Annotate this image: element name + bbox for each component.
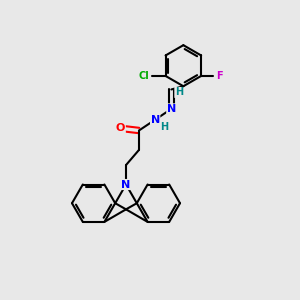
Text: F: F xyxy=(216,71,223,81)
Text: H: H xyxy=(160,122,168,132)
Text: O: O xyxy=(116,123,125,133)
Text: N: N xyxy=(122,179,130,190)
Text: H: H xyxy=(175,88,183,98)
Text: N: N xyxy=(151,115,160,125)
Text: Cl: Cl xyxy=(138,71,149,81)
Text: N: N xyxy=(167,104,176,114)
